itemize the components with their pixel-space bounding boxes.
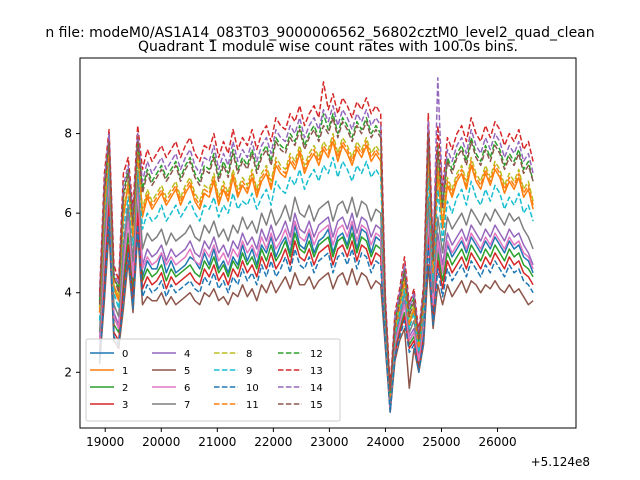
series-line-4: [98, 168, 534, 405]
x-tick-label: 26000: [478, 435, 516, 449]
x-offset-text: +5.124e8: [531, 455, 590, 469]
series-line-8: [98, 132, 534, 393]
x-tick-label: 20000: [142, 435, 180, 449]
legend-label-13: 13: [310, 366, 323, 377]
y-axis: 2 4 6 8: [64, 127, 80, 379]
y-tick-label: 6: [64, 206, 72, 220]
series-layer: [98, 77, 534, 413]
figure-suptitle: n file: modeM0/AS1A14_083T03_9000006562_…: [45, 25, 594, 41]
legend-label-3: 3: [122, 400, 128, 411]
legend-label-14: 14: [310, 383, 323, 394]
series-line-10: [98, 216, 534, 413]
legend-label-5: 5: [184, 366, 190, 377]
series-line-12: [98, 112, 534, 393]
legend-label-6: 6: [184, 383, 190, 394]
legend-label-1: 1: [122, 366, 128, 377]
plot-frame: [79, 57, 577, 429]
series-line-15: [98, 116, 534, 393]
chart-title: Quadrant 1 module wise count rates with …: [138, 39, 518, 55]
x-axis: 19000 20000 21000 22000 23000 24000 25000 26000: [86, 428, 517, 449]
series-line-2: [98, 188, 534, 409]
series-line-7: [98, 164, 534, 405]
legend-label-8: 8: [246, 349, 252, 360]
x-tick-label: 19000: [86, 435, 124, 449]
legend-label-12: 12: [310, 349, 323, 360]
y-tick-label: 4: [64, 286, 72, 300]
legend-box: [85, 338, 341, 422]
legend-label-11: 11: [246, 400, 259, 411]
x-tick-label: 25000: [422, 435, 460, 449]
series-line-9: [98, 156, 534, 397]
series-line-13: [98, 81, 534, 389]
legend-label-2: 2: [122, 383, 128, 394]
series-line-14: [98, 77, 534, 393]
x-tick-label: 23000: [310, 435, 348, 449]
x-tick-label: 21000: [198, 435, 236, 449]
x-tick-label: 24000: [366, 435, 404, 449]
legend-label-4: 4: [184, 349, 190, 360]
series-line-1: [98, 140, 534, 397]
y-tick-label: 8: [64, 127, 72, 141]
series-line-0: [98, 172, 534, 409]
legend-label-7: 7: [184, 400, 190, 411]
legend-label-15: 15: [310, 400, 323, 411]
legend-label-9: 9: [246, 366, 252, 377]
series-line-5: [98, 228, 534, 413]
legend-label-10: 10: [246, 383, 259, 394]
series-line-11: [98, 136, 534, 397]
y-tick-label: 2: [64, 365, 72, 379]
legend-label-0: 0: [122, 349, 128, 360]
x-tick-label: 22000: [254, 435, 292, 449]
series-line-6: [98, 176, 534, 409]
series-line-3: [98, 204, 534, 413]
